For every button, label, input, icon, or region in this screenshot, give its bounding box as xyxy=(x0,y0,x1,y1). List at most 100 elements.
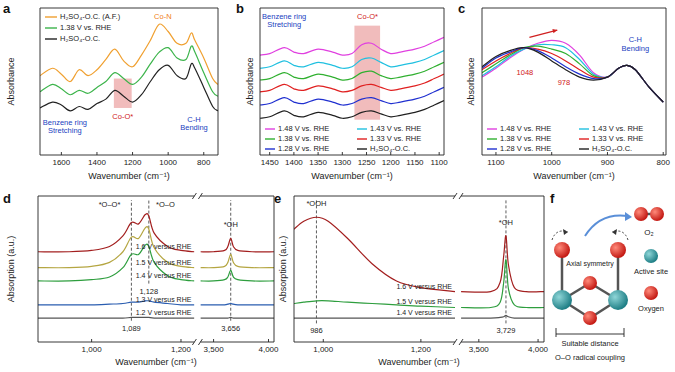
frame-right xyxy=(444,8,445,155)
panel: 14501400135013001250120011501100Wavenumb… xyxy=(236,1,448,181)
legend-swatch xyxy=(487,138,497,139)
series-label: 1.5 V versus RHE xyxy=(136,259,192,266)
series-line xyxy=(38,227,274,268)
axis-break xyxy=(198,339,202,345)
x-tick-label: 1450 xyxy=(261,158,279,167)
legend-label: 1.38 V vs. RHE xyxy=(278,134,329,143)
panel-letter: a xyxy=(3,1,11,16)
panel: 1,0001,2003,5004,000Wavenumber (cm⁻¹)Abs… xyxy=(3,191,279,367)
annotation: 3,656 xyxy=(221,324,240,333)
legend-swatch xyxy=(487,128,497,129)
series-line xyxy=(482,48,663,102)
legend-swatch xyxy=(357,128,367,129)
frame-top xyxy=(482,8,666,9)
panel: 1600140012001000800Wavenumber (cm⁻¹)Abso… xyxy=(3,1,218,181)
distance-bracket xyxy=(624,328,625,337)
active-site-atom xyxy=(608,290,628,310)
x-tick-label: 3,500 xyxy=(469,345,490,354)
annotation: *O–O* xyxy=(99,200,121,209)
data-layer xyxy=(294,217,544,318)
x-tick-label: 900 xyxy=(601,158,615,167)
series-line xyxy=(260,101,444,119)
panel-letter: e xyxy=(274,191,281,206)
legend-swatch xyxy=(487,148,497,149)
y-axis-label: Absorbance xyxy=(245,57,255,105)
legend-label: 1.48 V vs. RHE xyxy=(278,124,329,133)
annotation: C-HBending xyxy=(180,115,208,132)
x-tick xyxy=(91,339,92,342)
x-tick xyxy=(366,152,367,155)
annotation: Co-O* xyxy=(357,12,378,21)
oxygen-atom xyxy=(583,311,597,325)
x-tick-label: 4,000 xyxy=(258,345,279,354)
legend-label: 1.43 V vs. RHE xyxy=(592,124,643,133)
panel: 1,0001,2003,5004,000Wavenumber (cm⁻¹)Abs… xyxy=(274,191,549,367)
legend-swatch xyxy=(45,16,57,17)
legend-label: 1.33 V vs. RHE xyxy=(370,134,421,143)
frame-top xyxy=(200,196,274,197)
frame-right xyxy=(544,196,545,342)
arrow-head xyxy=(625,212,632,221)
legend-swatch xyxy=(45,38,57,39)
x-tick xyxy=(268,339,269,342)
series-line xyxy=(260,51,444,69)
panel-letter: d xyxy=(3,191,11,206)
o2-atom xyxy=(634,207,648,221)
series-line xyxy=(482,40,663,102)
x-tick xyxy=(439,152,440,155)
annotation: 1048 xyxy=(517,68,534,77)
diagram-label: Axial symmetry xyxy=(566,260,614,268)
x-tick-label: 1350 xyxy=(309,158,327,167)
x-tick-label: 800 xyxy=(197,158,211,167)
x-tick-label: 1,000 xyxy=(313,345,334,354)
x-tick-label: 1,200 xyxy=(411,345,432,354)
legend-swatch xyxy=(265,138,275,139)
frame-top xyxy=(40,8,218,9)
x-tick-label: 1000 xyxy=(543,158,561,167)
panel: 11001000900800Wavenumber (cm⁻¹)Absorbanc… xyxy=(458,1,670,181)
x-tick xyxy=(61,152,62,155)
series-label: 1.4 V versus RHE xyxy=(396,309,452,316)
legend-label: H₂SO₄-O.C. (A.F.) xyxy=(60,12,121,21)
axis-break xyxy=(459,193,463,199)
annotation: C-HBending xyxy=(622,35,650,52)
data-layer xyxy=(260,37,444,118)
legend-swatch xyxy=(265,148,275,149)
annotation: *OH xyxy=(224,220,238,229)
legend-label: 1.33 V vs. RHE xyxy=(592,134,643,143)
axis-break xyxy=(453,193,457,199)
annotation: 978 xyxy=(558,78,571,87)
series-line xyxy=(260,87,444,105)
text-line: Bending xyxy=(180,123,208,132)
x-tick-label: 1400 xyxy=(88,158,106,167)
key-label: Active site xyxy=(634,267,668,276)
text-line: Bending xyxy=(622,44,650,53)
x-tick-label: 1200 xyxy=(382,158,400,167)
x-tick-label: 1200 xyxy=(124,158,142,167)
axis-break xyxy=(459,339,463,345)
arrow-head xyxy=(552,29,557,33)
x-tick xyxy=(478,339,479,342)
annotation: 3,729 xyxy=(497,326,516,335)
diagram-label: O–O radical coupling xyxy=(555,353,625,362)
frame-top xyxy=(38,196,194,197)
legend-swatch xyxy=(357,148,367,149)
oxygen-atom xyxy=(583,276,597,290)
series-line xyxy=(38,214,274,252)
axis-break xyxy=(192,193,196,199)
series-line xyxy=(260,62,444,80)
text-line: Stretching xyxy=(267,20,301,29)
x-tick-label: 1100 xyxy=(431,158,449,167)
frame-left xyxy=(482,8,483,155)
distance-bracket xyxy=(556,334,624,335)
active-site-atom xyxy=(552,290,572,310)
diagram: fAxial symmetrySuitable distanceO–O radi… xyxy=(550,191,668,362)
x-tick xyxy=(269,152,270,155)
legend-swatch xyxy=(357,138,367,139)
x-tick-label: 4,000 xyxy=(528,345,549,354)
key-oxygen xyxy=(644,286,658,300)
series-line xyxy=(482,46,663,102)
frame-bottom xyxy=(40,155,218,156)
x-tick-label: 1300 xyxy=(333,158,351,167)
frame-bottom xyxy=(38,342,194,343)
